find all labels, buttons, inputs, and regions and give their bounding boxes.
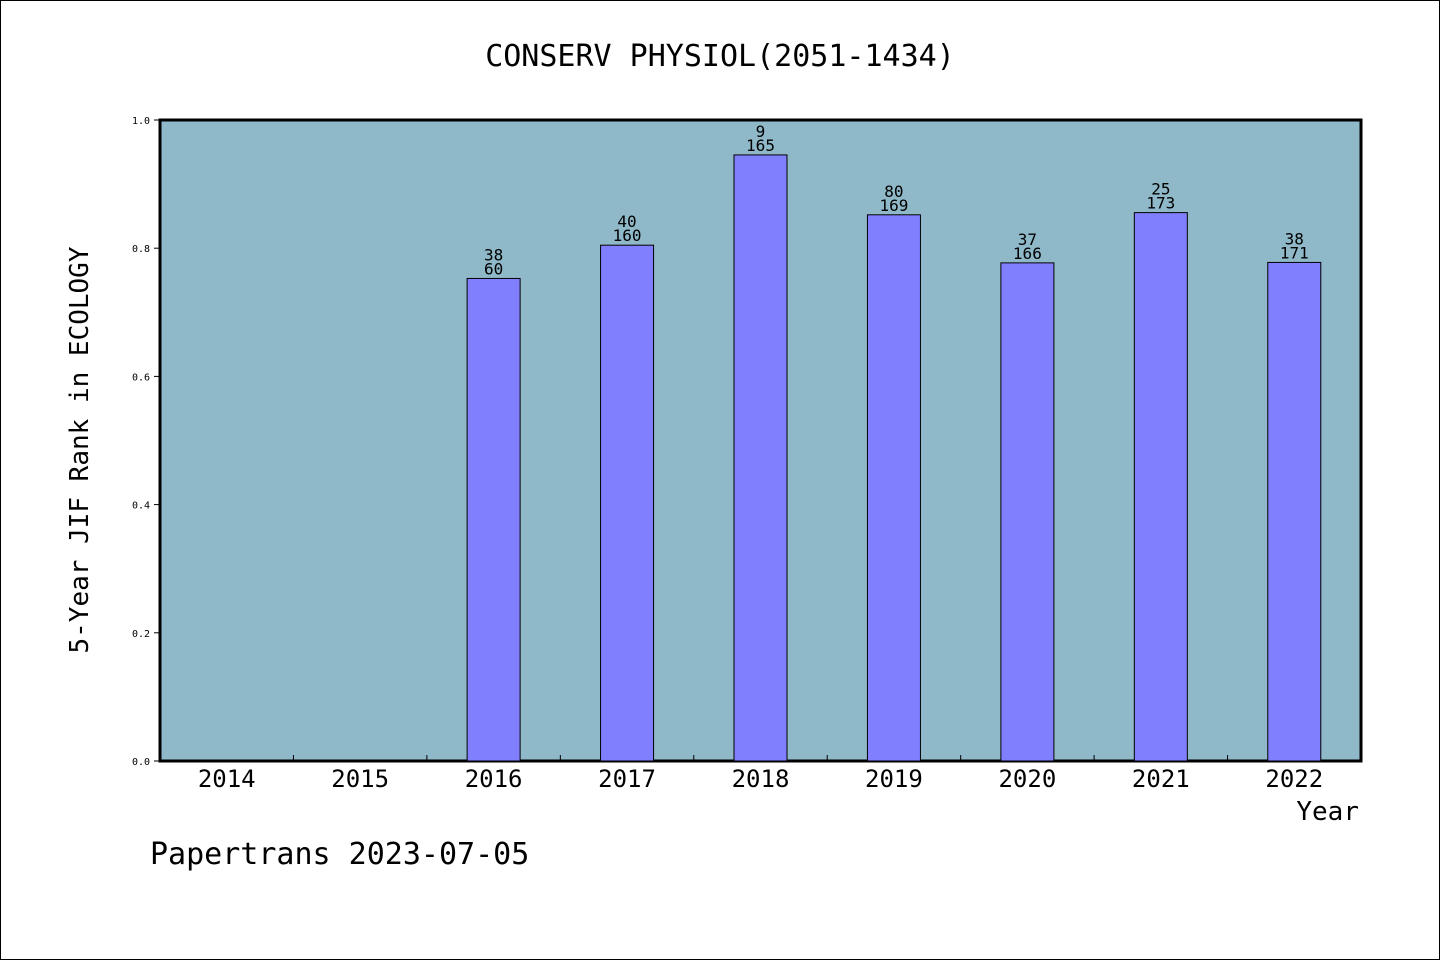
bar	[1000, 262, 1055, 762]
bar-rank-label: 80	[884, 182, 903, 201]
bar-total-label: 165	[746, 136, 775, 155]
x-tick-label: 2017	[598, 765, 656, 793]
bar-rank-label: 38	[484, 245, 503, 264]
bar-rank-label: 37	[1018, 230, 1037, 249]
x-tick-label: 2016	[465, 765, 523, 793]
x-tick-label: 2015	[331, 765, 389, 793]
y-tick-label: 0.2	[132, 629, 150, 640]
x-tick-label: 2020	[998, 765, 1056, 793]
x-tick-label: 2014	[198, 765, 256, 793]
bar-total-label: 173	[1146, 194, 1175, 213]
bar-rank-label: 9	[756, 122, 766, 141]
bar-rank-label: 38	[1285, 229, 1304, 248]
bar-total-label: 160	[613, 226, 642, 245]
bar-rank-label: 40	[617, 212, 636, 231]
bar-total-label: 169	[879, 196, 908, 215]
bar	[1267, 261, 1322, 762]
y-tick-label: 0.6	[132, 372, 150, 383]
bar	[600, 244, 655, 762]
y-tick-label: 1.0	[132, 116, 150, 127]
y-axis-label: 5-Year JIF Rank in ECOLOGY	[65, 246, 95, 653]
x-axis-label: Year	[1296, 797, 1359, 827]
bar-total-label: 166	[1013, 244, 1042, 263]
bar-total-label: 171	[1280, 243, 1309, 262]
bar	[466, 277, 521, 762]
bar	[866, 214, 921, 762]
chart-title: CONSERV PHYSIOL(2051-1434)	[485, 39, 955, 74]
bars	[466, 154, 1322, 762]
x-tick-label: 2021	[1132, 765, 1190, 793]
x-axis: 2014 2015 2016 2017 2018 2019 2020 2021 2022	[198, 755, 1323, 793]
footer-credit: Papertrans 2023-07-05	[150, 837, 529, 872]
y-tick-label: 0.4	[132, 501, 150, 512]
x-tick-label: 2018	[732, 765, 790, 793]
y-tick-label: 0.0	[132, 757, 150, 768]
x-tick-label: 2022	[1265, 765, 1323, 793]
y-axis: 0.0 0.2 0.4 0.6 0.8 1.0	[132, 116, 160, 768]
y-tick-label: 0.8	[132, 244, 150, 255]
bar-rank-label: 25	[1151, 180, 1170, 199]
bar-total-label: 60	[484, 259, 503, 278]
bar	[733, 154, 788, 762]
bar	[1133, 212, 1188, 762]
x-tick-label: 2019	[865, 765, 923, 793]
